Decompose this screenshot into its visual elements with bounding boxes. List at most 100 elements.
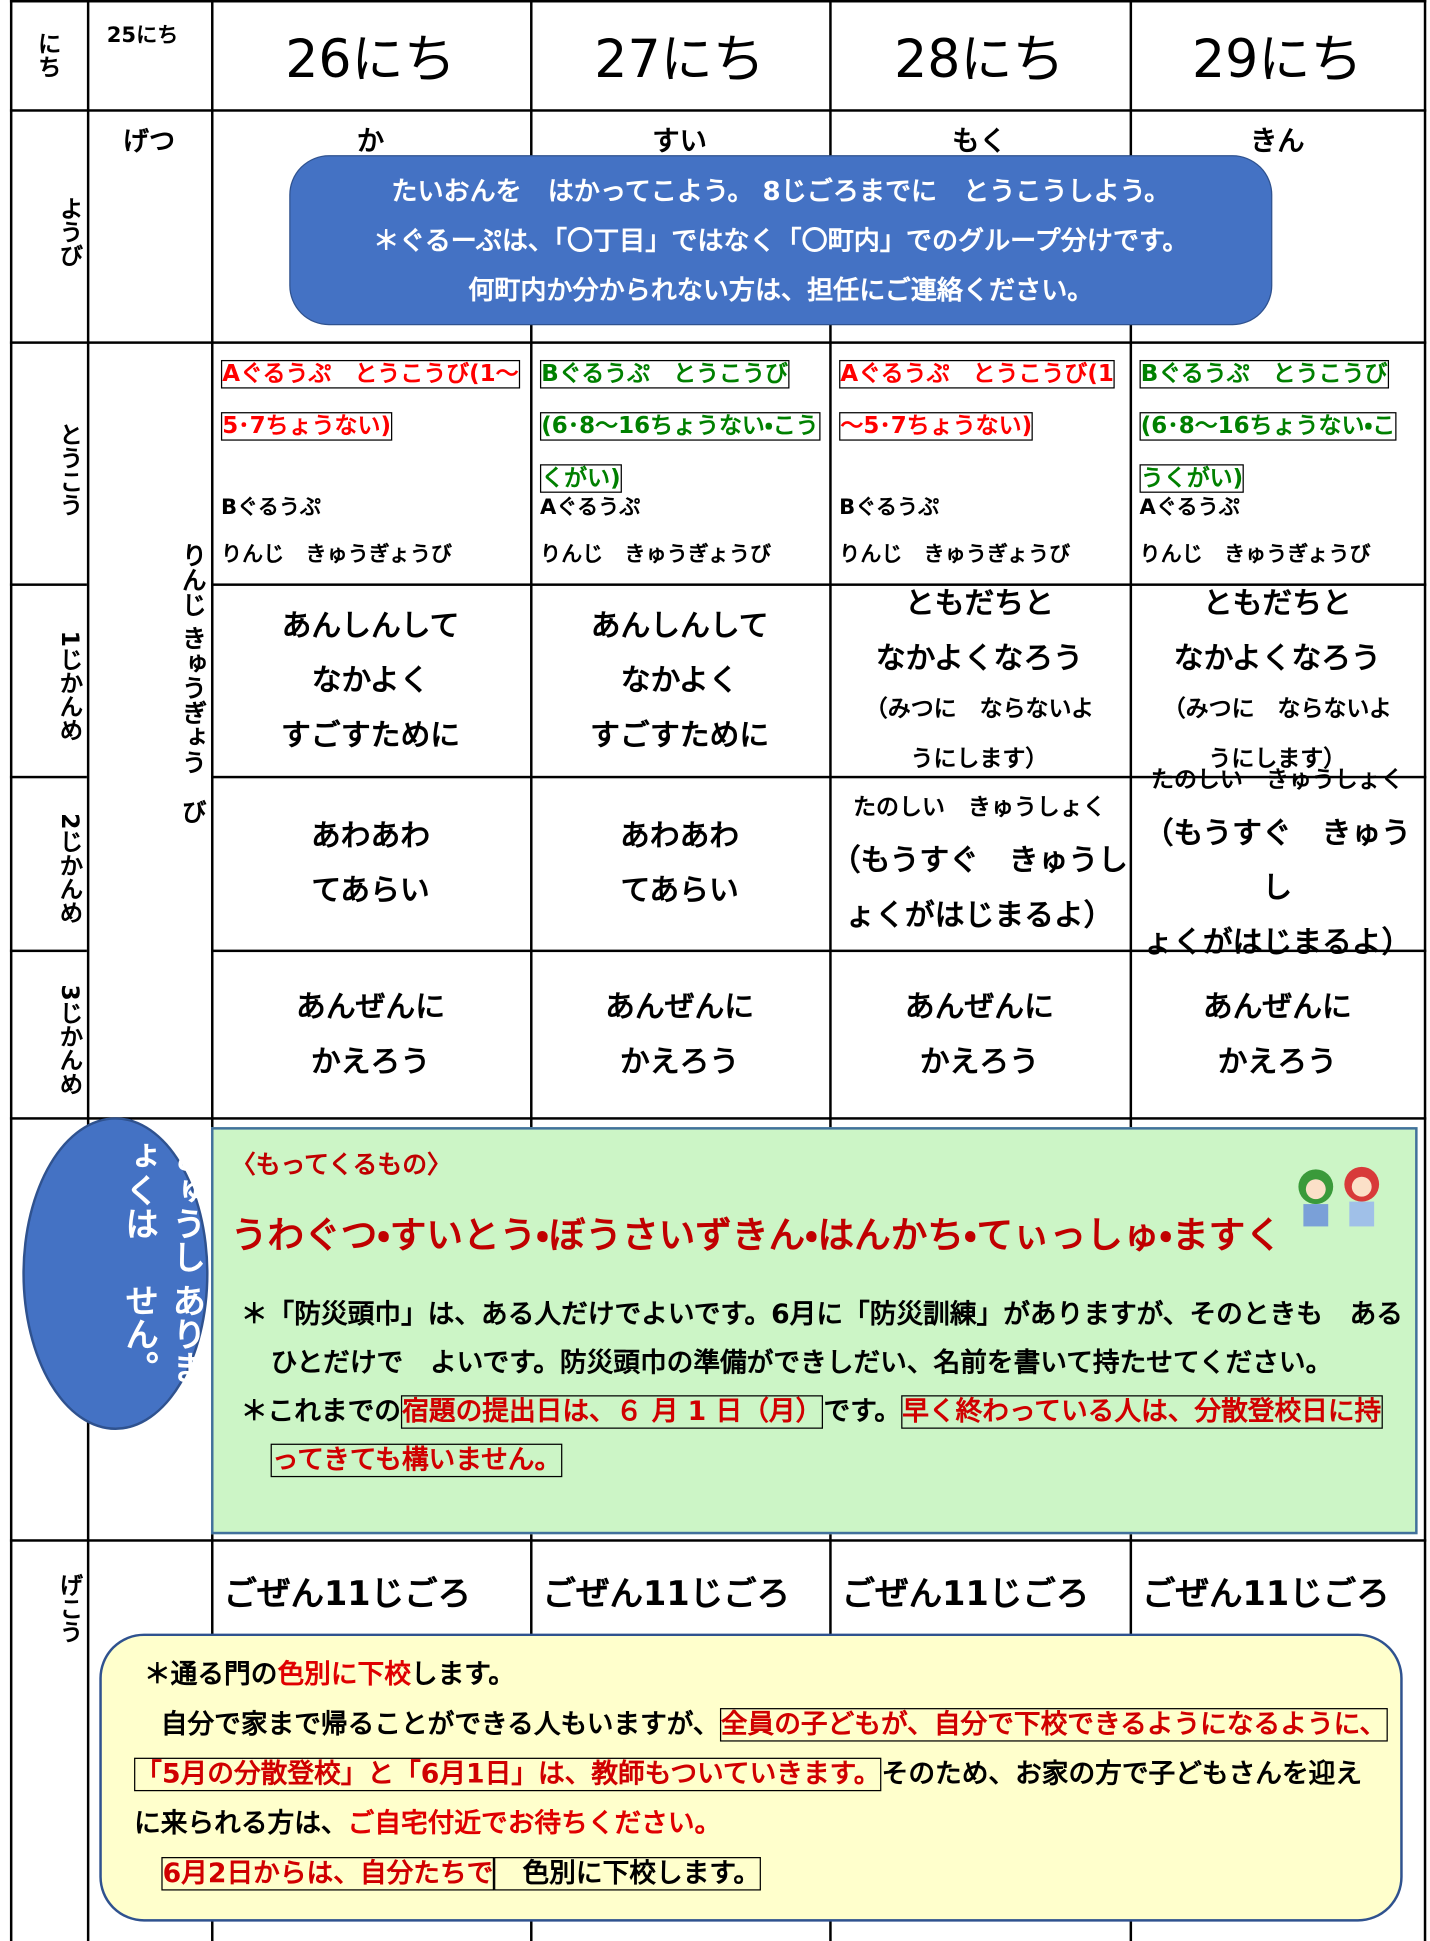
- table-line: [1129, 0, 1133, 1941]
- arrival-group: Bぐるうぷ とうこうび(6･8～16ちょうない・こうくがい): [539, 349, 822, 498]
- other-line: Bぐるうぷ: [839, 495, 940, 521]
- period-cell: あんぜんに かえろう: [1130, 952, 1425, 1115]
- arrival-other: Bぐるうぷ りんじ きゅうぎょうび: [221, 484, 525, 583]
- notice-line: 何町内か分かられない方は、担任にご連絡ください。: [468, 275, 1094, 306]
- period-line: すごすために: [281, 716, 461, 752]
- notice-box: [289, 155, 1273, 326]
- table-line: [9, 341, 1427, 344]
- table-line: [86, 0, 90, 1941]
- period-line: なかよくなろう: [875, 639, 1083, 675]
- row-label: 2じかんめ: [55, 813, 84, 925]
- period-line: なかよくなろう: [1173, 639, 1381, 675]
- other-line: Aぐるうぷ: [1139, 495, 1240, 521]
- table-line: [211, 583, 1427, 586]
- belongings-items: うわぐつ・すいとう・ぼうさいずきん・はんかち・てぃっしゅ・ますく: [230, 1214, 1282, 1257]
- day-date: 29にち: [1191, 27, 1363, 89]
- weekday: きん: [1249, 126, 1305, 158]
- dismissal-time: ごぜん11じごろ: [223, 1575, 472, 1614]
- arrival-other: Aぐるうぷりんじ きゅうぎょうび: [540, 484, 824, 583]
- table-line: [829, 0, 832, 1941]
- note-segment: ＊「防災頭巾」は、ある人だけでよいです。6月に「防災訓練」がありますが、そのとき…: [240, 1299, 1404, 1380]
- period-line: あんしんして: [281, 607, 460, 643]
- dismissal-time: ごぜん11じごろ: [1142, 1575, 1390, 1614]
- period-line: てあらい: [311, 872, 430, 908]
- row-label: 3じかんめ: [55, 984, 84, 1095]
- period-line: なかよく: [620, 662, 739, 698]
- note-segment: します。: [410, 1659, 516, 1691]
- period-cell: ともだちと なかよくなろう （みつに ならないよ うにします）: [829, 585, 1129, 773]
- child-body: [1303, 1204, 1329, 1227]
- period-line: （もうすぐ きゅうし: [830, 842, 1128, 878]
- table-line: [530, 0, 533, 1941]
- note-segment: 早く終わっている人は、分散登校日に持ってきても構いません。: [270, 1395, 1383, 1478]
- weekday: げつ: [122, 126, 176, 157]
- table-line: [1423, 0, 1427, 1941]
- table-line: [9, 109, 1427, 112]
- arrival-other: Bぐるうぷりんじ きゅうぎょうび: [839, 484, 1125, 583]
- period-line: ょくがはじまるよ）: [845, 897, 1114, 933]
- period-cell: あんしんして なかよく すごすために: [211, 586, 530, 773]
- period-line: すごすために: [590, 716, 770, 752]
- table-line: [9, 949, 87, 953]
- other-line: りんじ きゅうぎょうび: [839, 542, 1071, 568]
- period-cell: あんぜんに かえろう: [211, 952, 530, 1115]
- weekday: もく: [952, 126, 1007, 158]
- period-line: あんぜんに: [1202, 988, 1352, 1024]
- day-date: 27にち: [594, 27, 765, 89]
- arrival-other: Aぐるうぷりんじ きゅうぎょうび: [1140, 484, 1421, 583]
- period-line: あんぜんに: [605, 988, 755, 1024]
- dismissal-note-box: [99, 1633, 1403, 1922]
- other-line: りんじ きゅうぎょうび: [1139, 542, 1371, 568]
- belongings-note: ＊「防災頭巾」は、ある人だけでよいです。6月に「防災訓練」がありますが、そのとき…: [241, 1291, 1408, 1388]
- dismissal-time: ごぜん11じごろ: [841, 1575, 1090, 1614]
- note-segment: そのため、お家の方で子どもさんを迎えに来られる方は、: [134, 1758, 1363, 1840]
- note-segment: 色別に下校: [277, 1659, 411, 1691]
- period-line: ともだちと: [1202, 585, 1352, 621]
- arrival-group: Aぐるうぷ とうこうび(1～5･7ちょうない): [220, 349, 523, 498]
- period-line: たのしい きゅうしょく: [853, 794, 1106, 821]
- period-line: かえろう: [1217, 1043, 1337, 1079]
- belongings-notes: ＊「防災頭巾」は、ある人だけでよいです。6月に「防災訓練」がありますが、そのとき…: [241, 1291, 1408, 1533]
- group-text: Bぐるうぷ とうこうび(6･8～16ちょうない・こうくがい): [1139, 359, 1397, 493]
- arrival-group: Aぐるうぷ とうこうび(1～5･7ちょうない): [839, 349, 1122, 498]
- day-date: 26にち: [285, 27, 456, 89]
- row-label: とうこう: [55, 421, 84, 516]
- note-segment: 色別に下校します。: [494, 1857, 762, 1891]
- period-cell: あわあわ てあらい: [211, 778, 530, 947]
- note-segment: 自分で家まで帰ることができる人もいますが、: [134, 1709, 720, 1741]
- table-line: [9, 1117, 1427, 1120]
- other-line: りんじ きゅうぎょうび: [539, 542, 772, 568]
- note-segment: ご自宅付近でお待ちください。: [347, 1808, 722, 1840]
- period-line: ょくがはじまるよ）: [1143, 924, 1412, 960]
- period-cell: たのしい きゅうしょく （もうすぐ きゅうし ょくがはじまるよ）: [1130, 767, 1425, 959]
- child-face: [1305, 1179, 1326, 1200]
- period-line: あわあわ: [620, 818, 740, 853]
- belongings-heading: 〈もってくるもの〉: [230, 1149, 452, 1180]
- period-line: （もうすぐ きゅうし: [1143, 815, 1411, 905]
- dismissal-notes: ＊通る門の色別に下校します。 自分で家まで帰ることができる人もいますが、全員の子…: [134, 1651, 1388, 1912]
- weekday: か: [356, 126, 385, 158]
- group-text: Bぐるうぷ とうこうび(6･8～16ちょうない・こうくがい): [539, 359, 820, 493]
- dismissal-note: ＊通る門の色別に下校します。: [134, 1651, 1388, 1701]
- other-line: Aぐるうぷ: [539, 495, 641, 521]
- note-segment: です。: [823, 1396, 901, 1428]
- note-segment: ＊通る門の: [143, 1659, 278, 1691]
- period-line: あんぜんに: [296, 988, 446, 1024]
- day-date: 25にち: [106, 23, 179, 49]
- period-line: うにします）: [1208, 745, 1347, 772]
- period-line: あんぜんに: [904, 988, 1054, 1024]
- belongings-note: ＊これまでの宿題の提出日は、６ 月 1 日（月）です。早く終わっている人は、分散…: [241, 1388, 1408, 1485]
- notice-line: ＊ぐるーぷは、「〇丁目」ではなく「〇町内」でのグループ分けです。: [373, 225, 1189, 256]
- row-label: げこう: [55, 1572, 84, 1643]
- period-cell: あわあわ てあらい: [530, 778, 829, 947]
- row-label: 1じかんめ: [55, 630, 84, 742]
- period-line: （みつに ならないよ: [1162, 695, 1392, 722]
- dismissal-note: 6月2日からは、自分たちで 色別に下校します。: [134, 1850, 1388, 1900]
- table-line: [211, 775, 1427, 779]
- notice-text: たいおんを はかってこよう。 8じごろまでに とうこうしよう。 ＊ぐるーぷは、「〇…: [289, 166, 1272, 325]
- group-text: Aぐるうぷ とうこうび(1～5･7ちょうない): [839, 359, 1116, 441]
- period-line: あんしんして: [590, 607, 769, 643]
- day-date: 28にち: [894, 27, 1065, 89]
- period-cell: あんぜんに かえろう: [829, 952, 1129, 1115]
- table-line: [9, 0, 13, 1941]
